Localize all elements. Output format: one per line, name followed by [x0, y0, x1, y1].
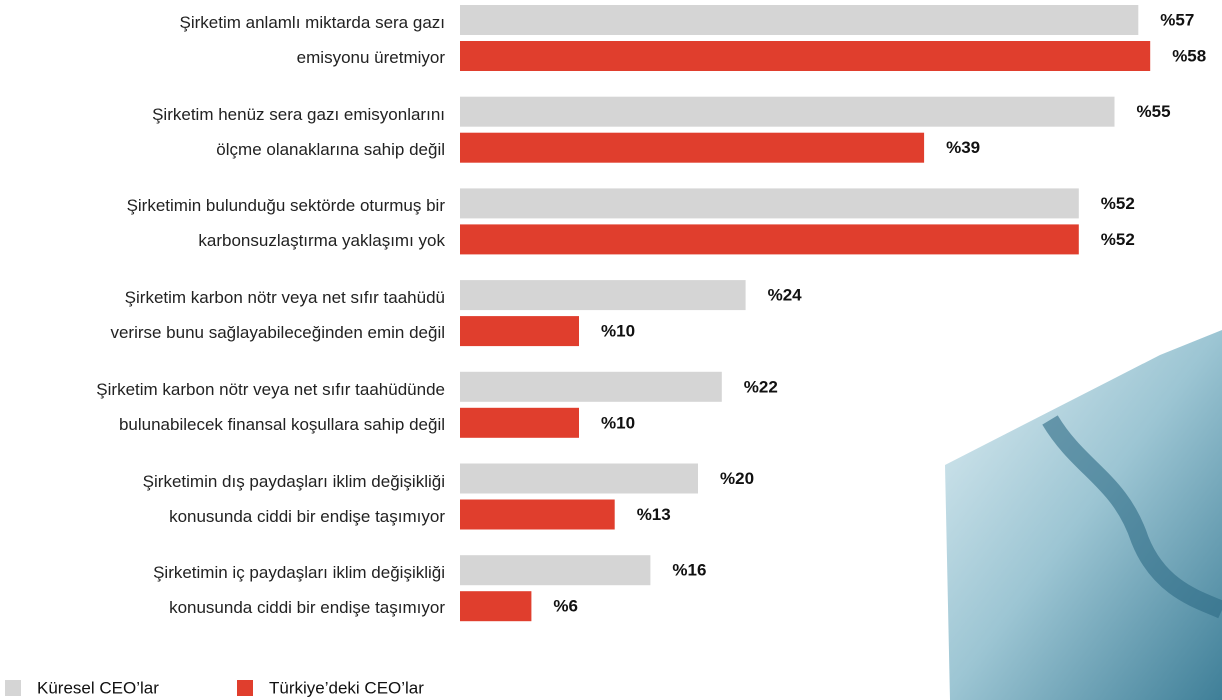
- bar: [460, 188, 1079, 218]
- category-label: Şirketimin dış paydaşları iklim değişikl…: [0, 464, 445, 534]
- value-label: %16: [672, 561, 706, 580]
- bar: [460, 41, 1150, 71]
- bar: [460, 372, 722, 402]
- bar: [460, 280, 746, 310]
- value-label: %20: [720, 469, 754, 488]
- category-label: Şirketimin bulunduğu sektörde oturmuş bi…: [0, 188, 445, 258]
- value-label: %52: [1101, 194, 1135, 213]
- category-label: Şirketimin iç paydaşları iklim değişikli…: [0, 555, 445, 625]
- legend-label: Türkiye’deki CEO’lar: [269, 678, 424, 697]
- bar: [460, 500, 615, 530]
- legend-swatch: [5, 680, 21, 696]
- value-label: %58: [1172, 46, 1206, 65]
- legend-swatch: [237, 680, 253, 696]
- value-label: %10: [601, 413, 635, 432]
- value-label: %55: [1137, 102, 1171, 121]
- chart: %57 %58 %55 %39 %52 %52 %24 %10 %22 %10 %20 %13 %16%…: [0, 0, 1222, 700]
- value-label: %6: [553, 597, 578, 616]
- value-label: %39: [946, 138, 980, 157]
- bar: [460, 591, 531, 621]
- bar: [460, 408, 579, 438]
- bar: [460, 555, 650, 585]
- bar: [460, 133, 924, 163]
- bar: [460, 224, 1079, 254]
- value-label: %22: [744, 377, 778, 396]
- category-label: Şirketim henüz sera gazı emisyonlarını ö…: [0, 97, 445, 167]
- value-label: %10: [601, 322, 635, 341]
- bar: [460, 97, 1115, 127]
- bar: [460, 316, 579, 346]
- bar: [460, 5, 1138, 35]
- value-label: %13: [637, 505, 671, 524]
- bar: [460, 464, 698, 494]
- category-label: Şirketim anlamlı miktarda sera gazı emis…: [0, 5, 445, 75]
- category-label: Şirketim karbon nötr veya net sıfır taah…: [0, 280, 445, 350]
- decorative-image: [945, 330, 1222, 700]
- value-label: %57: [1160, 10, 1194, 29]
- legend-label: Küresel CEO’lar: [37, 678, 159, 697]
- value-label: %52: [1101, 230, 1135, 249]
- value-label: %24: [768, 286, 803, 305]
- category-label: Şirketim karbon nötr veya net sıfır taah…: [0, 372, 445, 442]
